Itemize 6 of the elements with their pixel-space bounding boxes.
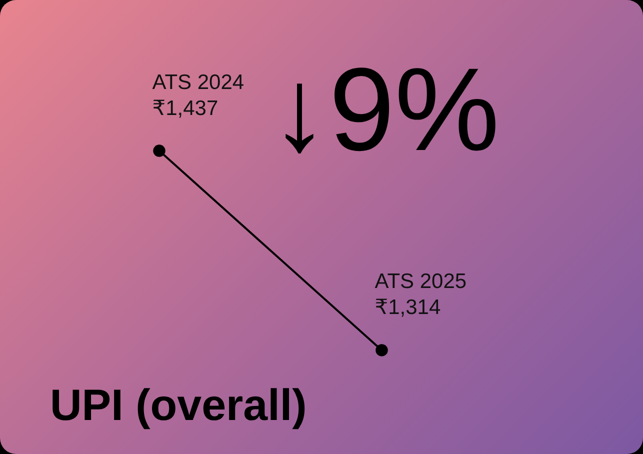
- data-label: ₹1,437: [152, 96, 218, 120]
- text: UPI (overall): [50, 381, 307, 430]
- x-tick-label: ATS 2024: [152, 70, 244, 94]
- annotation: ↓9%: [270, 44, 500, 176]
- data-label: ₹1,314: [374, 296, 441, 320]
- x-tick-label: ATS 2025: [374, 270, 467, 294]
